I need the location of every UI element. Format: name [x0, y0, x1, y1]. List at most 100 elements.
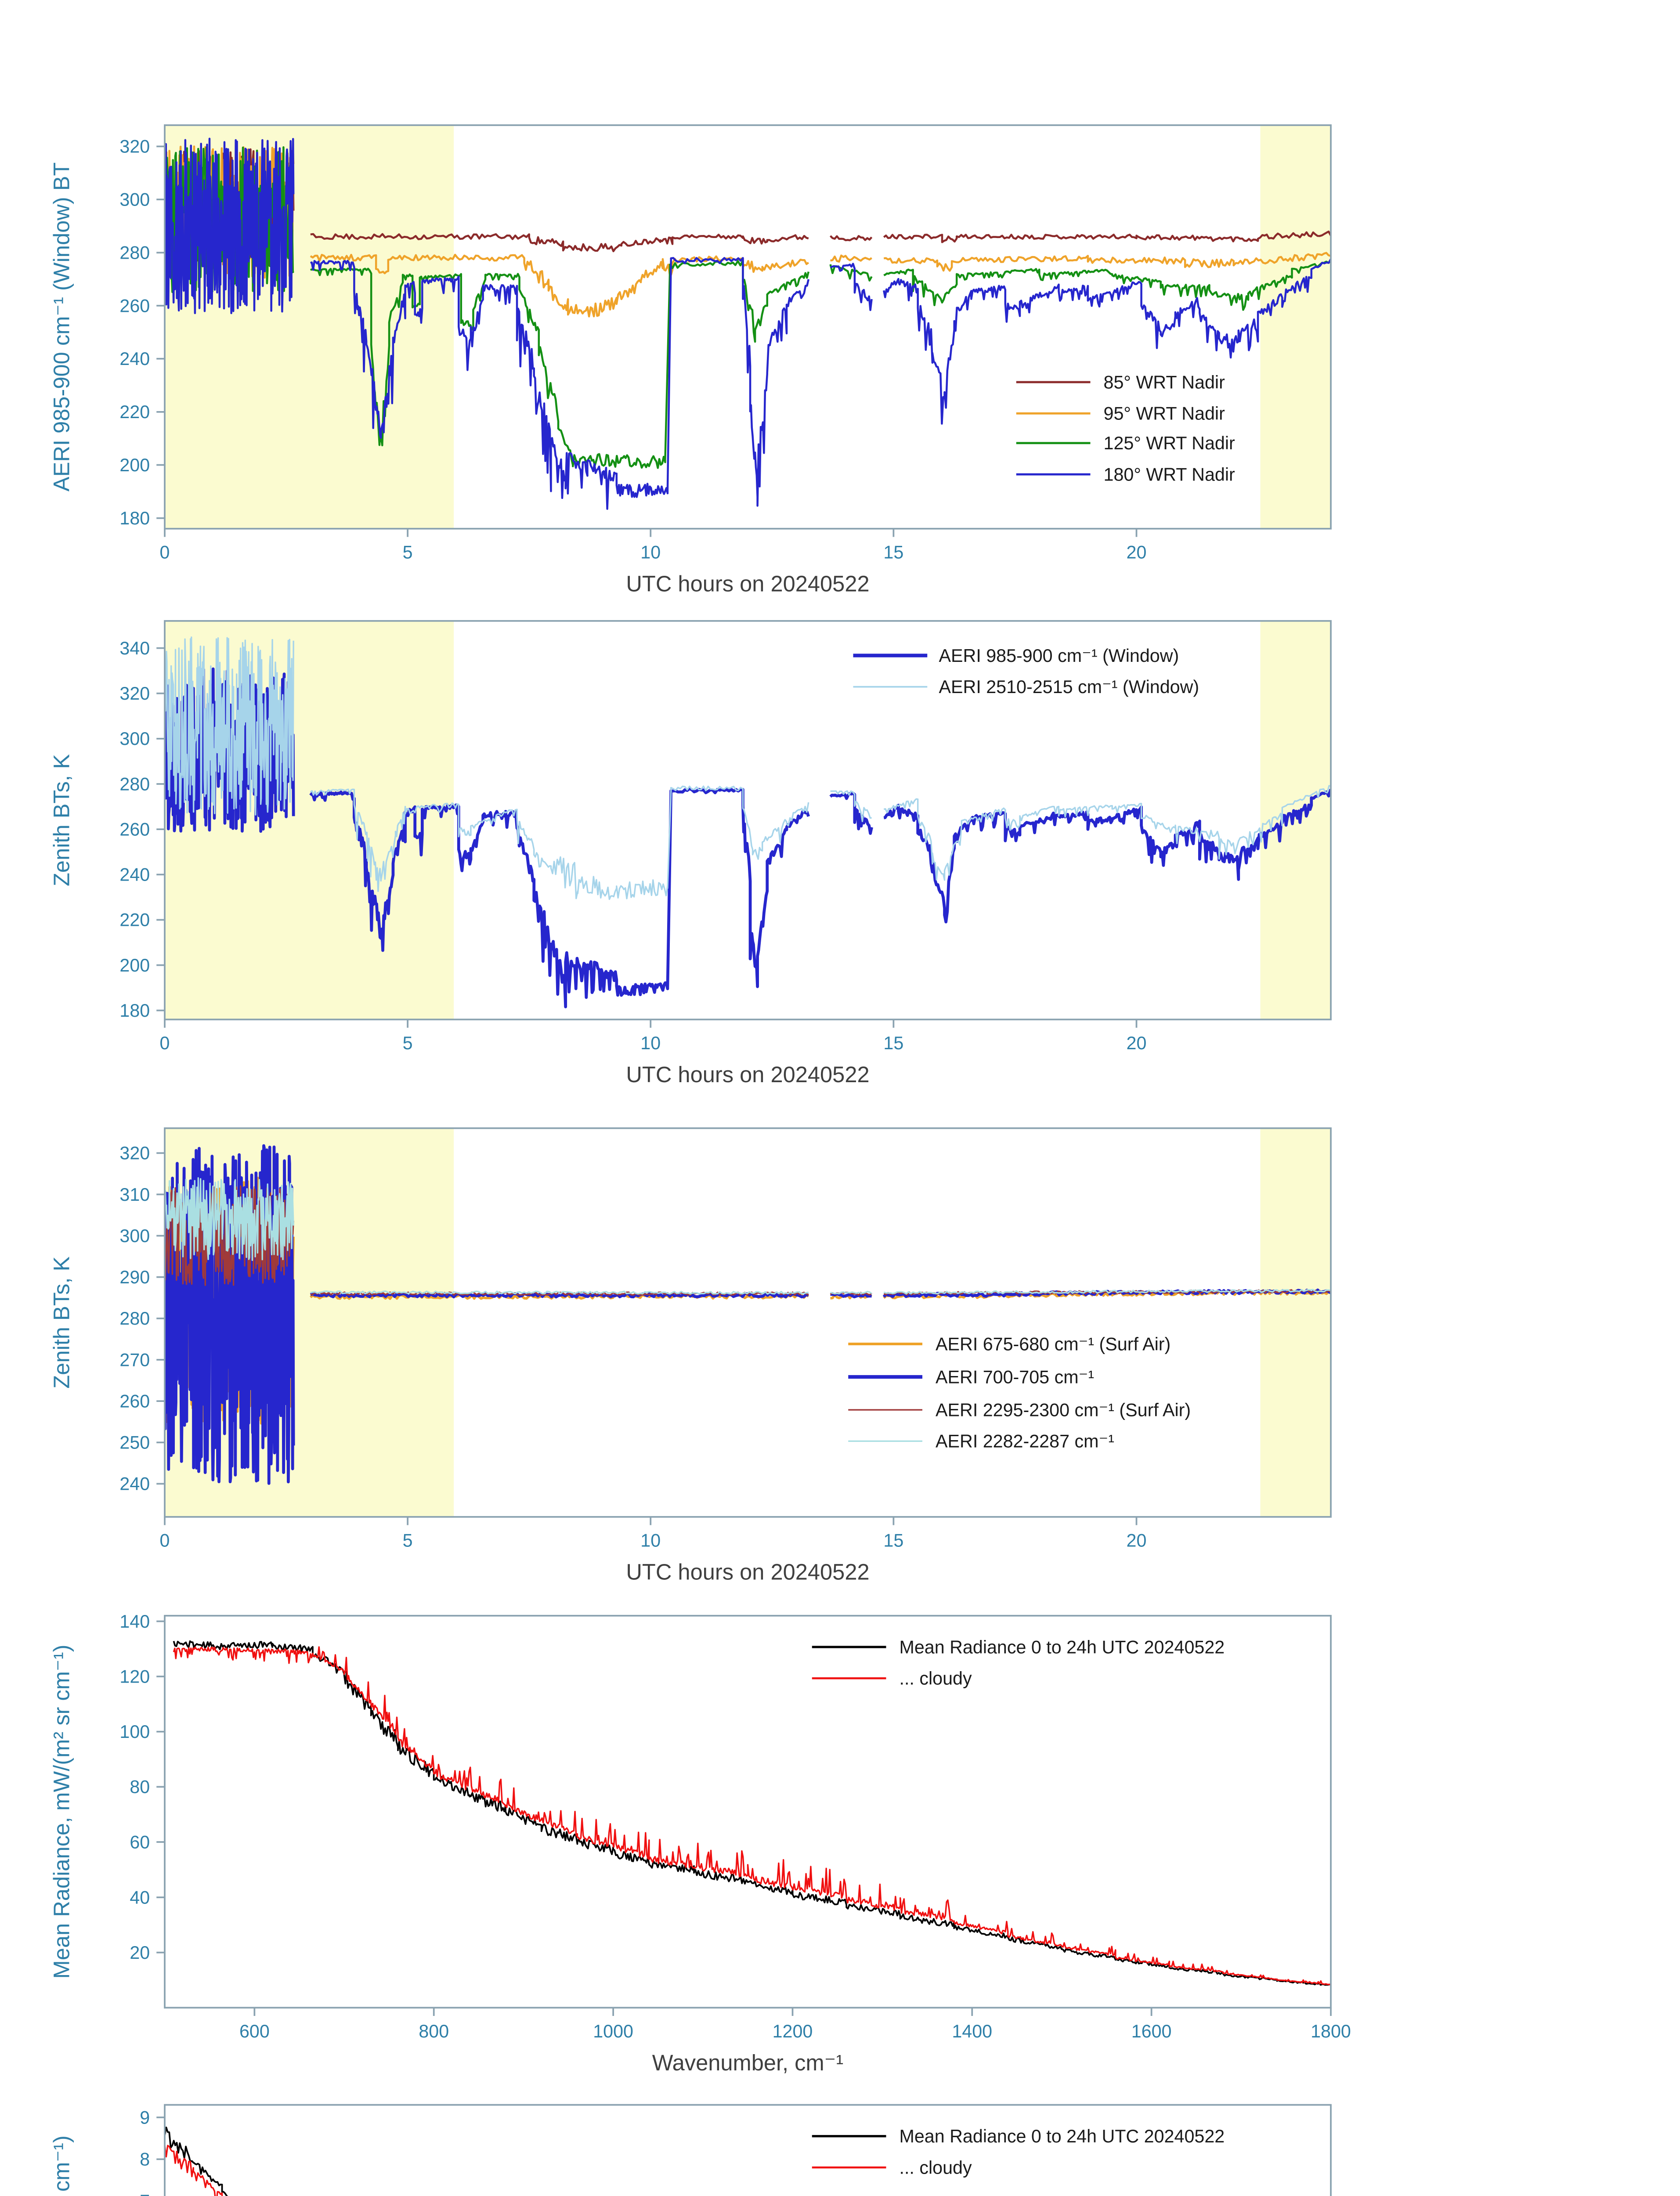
- y-tick-label: 300: [119, 189, 150, 209]
- y-axis-label: Mean Radiance, mW/(m² sr cm⁻¹): [49, 1645, 74, 1979]
- y-tick-label: 140: [119, 1611, 150, 1632]
- series-mean-radiance-all-sky: [173, 1640, 1331, 1986]
- y-axis-label: Zenith BTs, K: [49, 754, 74, 886]
- series-aeri-2510-2515-window: [310, 785, 809, 900]
- legend-label: AERI 985-900 cm⁻¹ (Window): [939, 646, 1179, 666]
- y-tick-label: 200: [119, 455, 150, 475]
- legend-label: ... cloudy: [900, 1669, 972, 1689]
- series-aeri-985-900-window: [309, 787, 810, 1008]
- series-aeri-2510-2515-window: [830, 790, 872, 822]
- x-tick-label: 600: [239, 2021, 270, 2041]
- legend-label: AERI 700-705 cm⁻¹: [936, 1367, 1094, 1387]
- legend-label: Mean Radiance 0 to 24h UTC 20240522: [900, 2126, 1225, 2146]
- y-tick-label: 240: [119, 1474, 150, 1494]
- x-tick-label: 800: [419, 2021, 449, 2041]
- chart-mean-radiance-1800-3000: 18002000220024002600280030000123456789Wa…: [49, 2104, 1332, 2196]
- y-tick-label: 220: [119, 910, 150, 930]
- x-tick-label: 0: [160, 542, 170, 562]
- y-tick-label: 20: [130, 1943, 150, 1963]
- series-aeri-2282-2287: [165, 1177, 294, 1261]
- chart-aeri-window-bt-by-view-angle: 0 5 10 15 20 180 200 220 240 260 280 300 320 UTC hour…: [49, 124, 1332, 596]
- series-aeri-2282-2287: [310, 1290, 809, 1295]
- highlight-band: [1260, 1128, 1331, 1517]
- series-180deg-wrt-nadir: [883, 258, 1331, 425]
- legend-label: AERI 2282-2287 cm⁻¹: [936, 1431, 1114, 1452]
- highlight-band: [1260, 621, 1331, 1020]
- series-125deg-wrt-nadir: [883, 260, 1331, 311]
- y-tick-label: 280: [119, 243, 150, 263]
- x-axis-label: Wavenumber, cm⁻¹: [652, 2050, 843, 2075]
- y-axis-label: Mean Radiance, mW/(m² sr cm⁻¹): [49, 2135, 74, 2196]
- x-tick-label: 10: [640, 1033, 661, 1053]
- y-tick-label: 220: [119, 402, 150, 422]
- y-tick-label: 260: [119, 1391, 150, 1411]
- series-180deg-wrt-nadir: [830, 263, 873, 311]
- y-tick-label: 240: [119, 349, 150, 369]
- x-tick-label: 0: [160, 1033, 170, 1053]
- y-tick-label: 180: [119, 508, 150, 528]
- y-tick-label: 260: [119, 296, 150, 316]
- series-85deg-wrt-nadir: [310, 233, 809, 253]
- legend-label: 85° WRT Nadir: [1104, 372, 1225, 392]
- chart-zenith-bts-co2-channels: 0 5 10 15 20 240 250 260 270 280 290 300 310 320 UTC h…: [49, 1127, 1332, 1584]
- y-tick-label: 80: [130, 1777, 150, 1797]
- legend-label: AERI 2295-2300 cm⁻¹ (Surf Air): [936, 1400, 1191, 1420]
- series-aeri-2282-2287: [830, 1290, 872, 1295]
- legend-label: AERI 675-680 cm⁻¹ (Surf Air): [936, 1334, 1171, 1354]
- series-95deg-wrt-nadir: [830, 254, 872, 263]
- x-axis-label: UTC hours on 20240522: [626, 1559, 869, 1584]
- y-tick-label: 60: [130, 1832, 150, 1852]
- legend-label: 180° WRT Nadir: [1104, 464, 1236, 484]
- plot-box: [164, 1127, 1332, 1518]
- series-aeri-985-900-window: [829, 791, 873, 835]
- plot-box: [164, 620, 1332, 1021]
- y-tick-label: 40: [130, 1887, 150, 1907]
- legend-label: AERI 2510-2515 cm⁻¹ (Window): [939, 677, 1199, 697]
- y-tick-label: 200: [119, 955, 150, 975]
- y-tick-label: 260: [119, 819, 150, 839]
- y-tick-label: 120: [119, 1666, 150, 1687]
- legend-label: 125° WRT Nadir: [1104, 433, 1236, 453]
- series-180deg-wrt-nadir: [165, 137, 295, 314]
- y-tick-label: 180: [119, 1000, 150, 1021]
- chart-mean-radiance-500-1800: 600 800 1000 1200 1400 1600 1800 20 40 60 80 100 120…: [49, 1611, 1351, 2075]
- y-tick-label: 320: [119, 1143, 150, 1163]
- y-tick-label: 100: [119, 1722, 150, 1742]
- series-85deg-wrt-nadir: [829, 235, 873, 242]
- x-tick-label: 1400: [952, 2021, 992, 2041]
- series-mean-radiance-cloudy: [165, 2145, 223, 2196]
- y-tick-label: 340: [119, 638, 150, 658]
- x-tick-label: 20: [1127, 1033, 1147, 1053]
- x-tick-label: 5: [403, 1530, 413, 1550]
- y-axis-label: Zenith BTs, K: [49, 1257, 74, 1389]
- x-tick-label: 5: [403, 542, 413, 562]
- x-tick-label: 0: [160, 1530, 170, 1550]
- chart-zenith-bts-window-channels: 0 5 10 15 20 180 200 220 240 260 280 300 320 340 UTC h…: [49, 620, 1332, 1087]
- x-tick-label: 10: [640, 1530, 661, 1550]
- plot-box: [164, 2104, 1332, 2196]
- legend-label: ... cloudy: [900, 2157, 972, 2178]
- x-tick-label: 15: [883, 1530, 903, 1550]
- y-tick-label: 300: [119, 729, 150, 749]
- series-85deg-wrt-nadir: [883, 230, 1331, 243]
- x-tick-label: 15: [883, 542, 903, 562]
- x-axis-label: UTC hours on 20240522: [626, 571, 869, 596]
- x-tick-label: 1000: [593, 2021, 633, 2041]
- y-tick-label: 7: [140, 2191, 150, 2196]
- y-tick-label: 8: [140, 2149, 150, 2170]
- series-aeri-985-900-window: [883, 789, 1331, 924]
- y-tick-label: 320: [119, 683, 150, 704]
- y-tick-label: 9: [140, 2107, 150, 2127]
- plot-box: [164, 1614, 1332, 2009]
- x-tick-label: 15: [883, 1033, 903, 1053]
- y-tick-label: 300: [119, 1226, 150, 1246]
- legend-label: 95° WRT Nadir: [1104, 404, 1225, 424]
- y-tick-label: 320: [119, 137, 150, 157]
- y-tick-label: 270: [119, 1350, 150, 1370]
- y-tick-label: 280: [119, 774, 150, 794]
- legend-label: Mean Radiance 0 to 24h UTC 20240522: [900, 1637, 1225, 1657]
- x-tick-label: 5: [403, 1033, 413, 1053]
- series-aeri-2510-2515-window: [883, 785, 1331, 881]
